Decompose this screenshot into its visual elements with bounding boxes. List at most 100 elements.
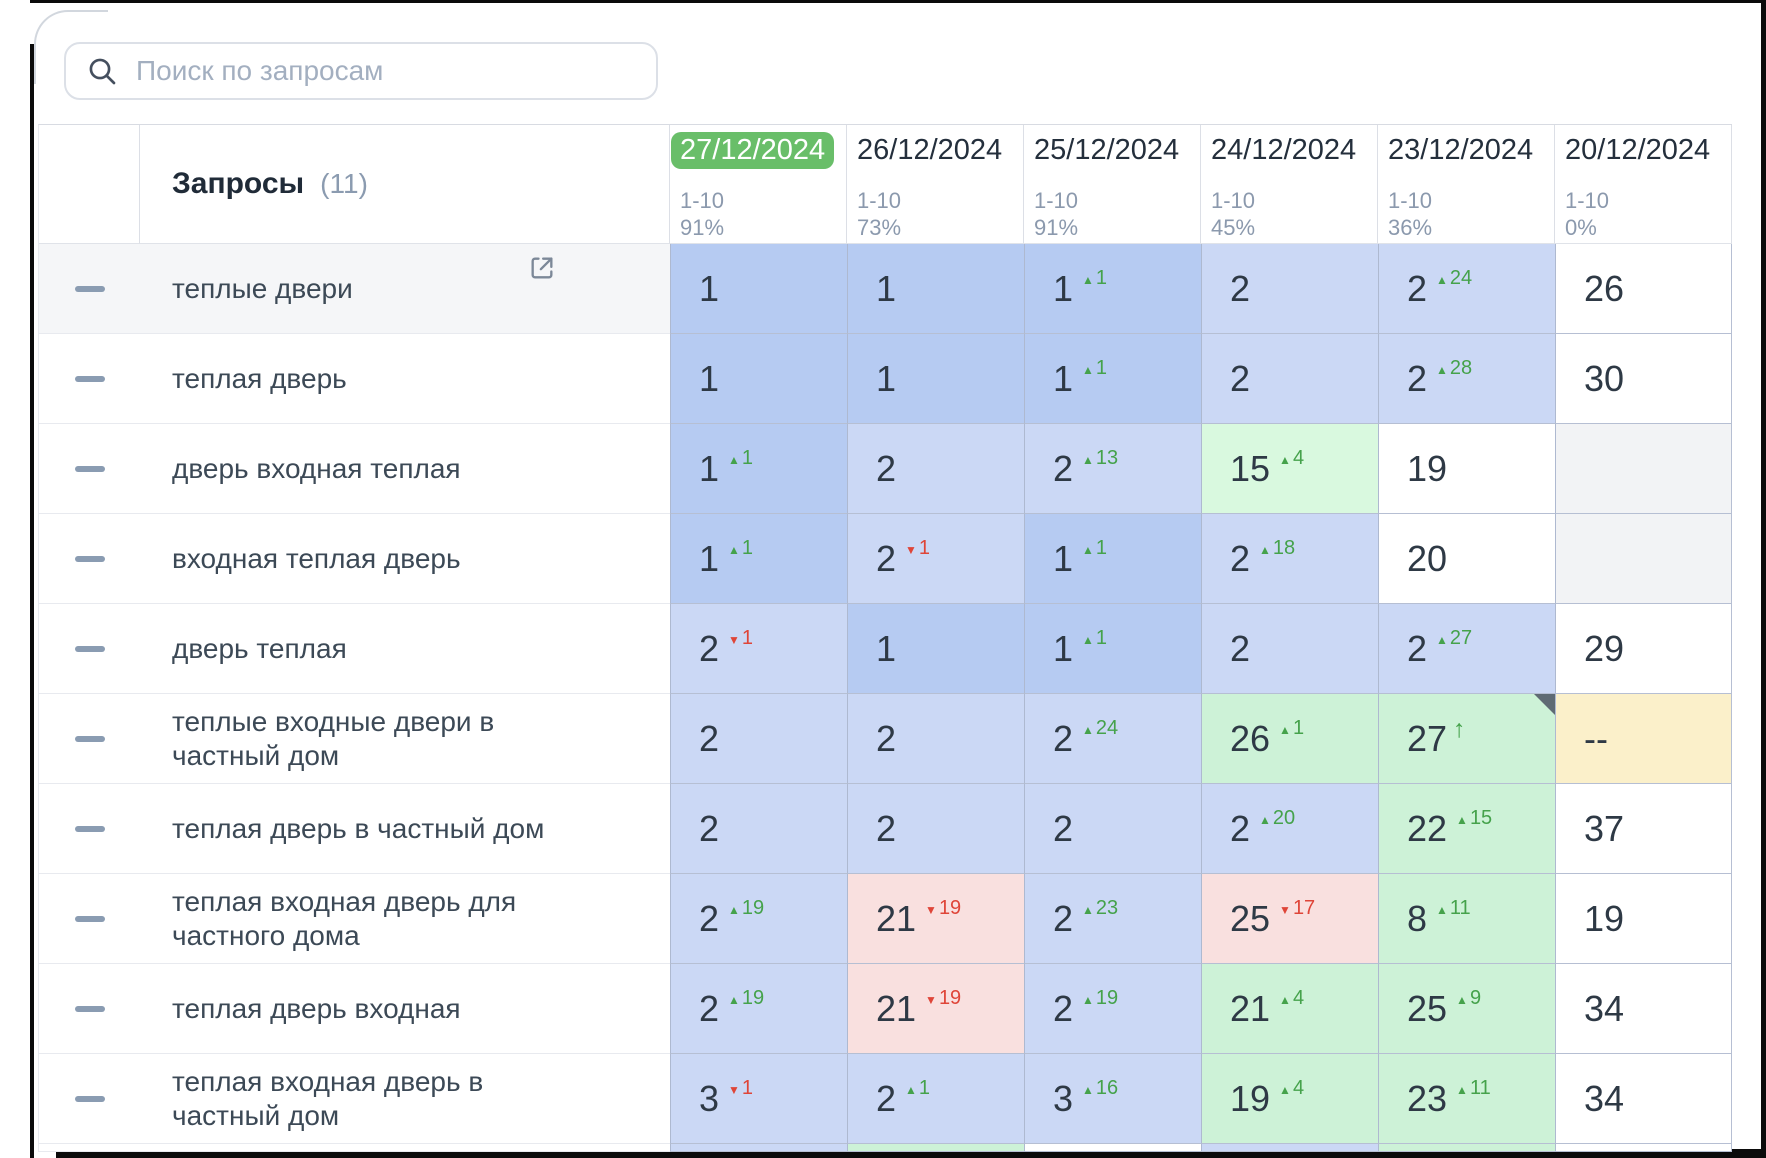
position-cell[interactable]: 2 ▲ 28 — [1378, 334, 1555, 424]
position-cell[interactable]: 1 — [847, 334, 1024, 424]
position-cell[interactable]: 19 — [1378, 424, 1555, 514]
position-cell[interactable] — [670, 1144, 847, 1152]
keyword-cell[interactable] — [140, 1144, 670, 1152]
position-cell[interactable]: 2 — [847, 424, 1024, 514]
keyword-cell[interactable]: теплая дверь — [140, 334, 670, 424]
position-cell[interactable]: 1 ▲ 1 — [1024, 514, 1201, 604]
position-cell[interactable]: 2 ▲ 13 — [1024, 424, 1201, 514]
position-cell[interactable]: 1 ▲ 1 — [670, 514, 847, 604]
position-cell[interactable]: 26 — [1555, 244, 1732, 334]
keyword-label[interactable]: теплая дверь входная — [172, 992, 461, 1024]
keyword-cell[interactable]: дверь входная теплая — [140, 424, 670, 514]
date-column-header[interactable]: 24/12/2024 1-10 45% — [1201, 125, 1378, 244]
position-cell[interactable]: 3 ▼ 1 — [670, 1054, 847, 1144]
date-column-header[interactable]: 27/12/2024 1-10 91% — [670, 125, 847, 244]
remove-keyword-button[interactable] — [74, 915, 105, 922]
position-cell[interactable]: 2 — [847, 694, 1024, 784]
keyword-cell[interactable]: теплые входные двери в частный дом — [140, 694, 670, 784]
keyword-cell[interactable]: теплая входная дверь для частного дома — [140, 874, 670, 964]
position-cell[interactable] — [1201, 1144, 1378, 1152]
remove-keyword-button[interactable] — [74, 285, 105, 292]
keyword-label[interactable]: теплые двери — [172, 272, 353, 304]
keyword-label[interactable]: теплая дверь в частный дом — [172, 812, 545, 844]
position-cell[interactable]: 19 — [1555, 874, 1732, 964]
position-cell[interactable] — [1555, 424, 1732, 514]
position-cell[interactable] — [1378, 1144, 1555, 1152]
position-cell[interactable]: 2 — [670, 784, 847, 874]
position-cell[interactable]: 2 — [1024, 784, 1201, 874]
remove-keyword-button[interactable] — [74, 375, 105, 382]
keyword-cell[interactable]: входная теплая дверь — [140, 514, 670, 604]
position-cell[interactable]: 2 ▲ 19 — [670, 874, 847, 964]
position-cell[interactable]: 34 — [1555, 1054, 1732, 1144]
position-cell[interactable]: 2 ▲ 24 — [1378, 244, 1555, 334]
position-cell[interactable]: 19 ▲ 4 — [1201, 1054, 1378, 1144]
remove-keyword-button[interactable] — [74, 825, 105, 832]
position-cell[interactable]: 26 ▲ 1 — [1201, 694, 1378, 784]
date-column-header[interactable]: 26/12/2024 1-10 73% — [847, 125, 1024, 244]
keyword-label[interactable]: входная теплая дверь — [172, 542, 461, 574]
date-column-header[interactable]: 25/12/2024 1-10 91% — [1024, 125, 1201, 244]
position-cell[interactable]: 2 ▲ 18 — [1201, 514, 1378, 604]
position-cell[interactable]: 21 ▼ 19 — [847, 964, 1024, 1054]
keyword-label[interactable]: теплая дверь — [172, 362, 347, 394]
position-cell[interactable]: 34 — [1555, 964, 1732, 1054]
keyword-label[interactable]: дверь теплая — [172, 632, 347, 664]
position-cell[interactable]: 2 — [670, 694, 847, 784]
position-cell[interactable]: 2 ▲ 27 — [1378, 604, 1555, 694]
position-cell[interactable]: 27 ↑ — [1378, 694, 1555, 784]
position-cell[interactable]: 29 — [1555, 604, 1732, 694]
keyword-cell[interactable]: дверь теплая — [140, 604, 670, 694]
position-cell[interactable]: 30 — [1555, 334, 1732, 424]
position-cell[interactable] — [1555, 1144, 1732, 1152]
position-cell[interactable]: 2 — [1201, 334, 1378, 424]
position-cell[interactable] — [1555, 514, 1732, 604]
date-column-header[interactable]: 20/12/2024 1-10 0% — [1555, 125, 1732, 244]
position-cell[interactable]: 2 — [1201, 244, 1378, 334]
position-cell[interactable]: 1 — [847, 244, 1024, 334]
position-cell[interactable]: 2 ▼ 1 — [847, 514, 1024, 604]
remove-keyword-button[interactable] — [74, 555, 105, 562]
position-cell[interactable]: 1 ▲ 1 — [670, 424, 847, 514]
remove-keyword-button[interactable] — [74, 645, 105, 652]
position-cell[interactable]: 21 ▼ 19 — [847, 874, 1024, 964]
position-cell[interactable]: 1 ▲ 1 — [1024, 334, 1201, 424]
position-cell[interactable]: 1 ▲ 1 — [1024, 244, 1201, 334]
position-cell[interactable]: 15 ▲ 4 — [1201, 424, 1378, 514]
keyword-label[interactable]: теплая входная дверь для частного дома — [172, 885, 517, 951]
position-cell[interactable]: 21 ▲ 4 — [1201, 964, 1378, 1054]
position-cell[interactable]: 25 ▲ 9 — [1378, 964, 1555, 1054]
remove-keyword-button[interactable] — [74, 465, 105, 472]
keyword-cell[interactable]: теплые двери — [140, 244, 670, 334]
position-cell[interactable] — [847, 1144, 1024, 1152]
keyword-label[interactable]: теплые входные двери в частный дом — [172, 705, 495, 771]
position-cell[interactable]: 2 ▲ 24 — [1024, 694, 1201, 784]
position-cell[interactable] — [1024, 1144, 1201, 1152]
position-cell[interactable]: 22 ▲ 15 — [1378, 784, 1555, 874]
keyword-label[interactable]: дверь входная теплая — [172, 452, 461, 484]
remove-keyword-button[interactable] — [74, 735, 105, 742]
position-cell[interactable]: 2 ▲ 1 — [847, 1054, 1024, 1144]
position-cell[interactable]: 1 ▲ 1 — [1024, 604, 1201, 694]
keyword-search-box[interactable] — [64, 42, 658, 100]
position-cell[interactable]: 23 ▲ 11 — [1378, 1054, 1555, 1144]
keyword-cell[interactable]: теплая дверь в частный дом — [140, 784, 670, 874]
position-cell[interactable]: 2 ▼ 1 — [670, 604, 847, 694]
keyword-label[interactable]: теплая входная дверь в частный дом — [172, 1065, 484, 1131]
position-cell[interactable]: 20 — [1378, 514, 1555, 604]
remove-keyword-button[interactable] — [74, 1095, 105, 1102]
keyword-cell[interactable]: теплая дверь входная — [140, 964, 670, 1054]
position-cell[interactable]: -- — [1555, 694, 1732, 784]
date-column-header[interactable]: 23/12/2024 1-10 36% — [1378, 125, 1555, 244]
keyword-cell[interactable]: теплая входная дверь в частный дом — [140, 1054, 670, 1144]
position-cell[interactable]: 3 ▲ 16 — [1024, 1054, 1201, 1144]
position-cell[interactable]: 2 ▲ 19 — [1024, 964, 1201, 1054]
position-cell[interactable]: 8 ▲ 11 — [1378, 874, 1555, 964]
remove-keyword-button[interactable] — [74, 1005, 105, 1012]
search-input[interactable] — [134, 54, 638, 88]
position-cell[interactable]: 37 — [1555, 784, 1732, 874]
position-cell[interactable]: 2 — [847, 784, 1024, 874]
position-cell[interactable]: 25 ▼ 17 — [1201, 874, 1378, 964]
position-cell[interactable]: 1 — [847, 604, 1024, 694]
position-cell[interactable]: 2 — [1201, 604, 1378, 694]
